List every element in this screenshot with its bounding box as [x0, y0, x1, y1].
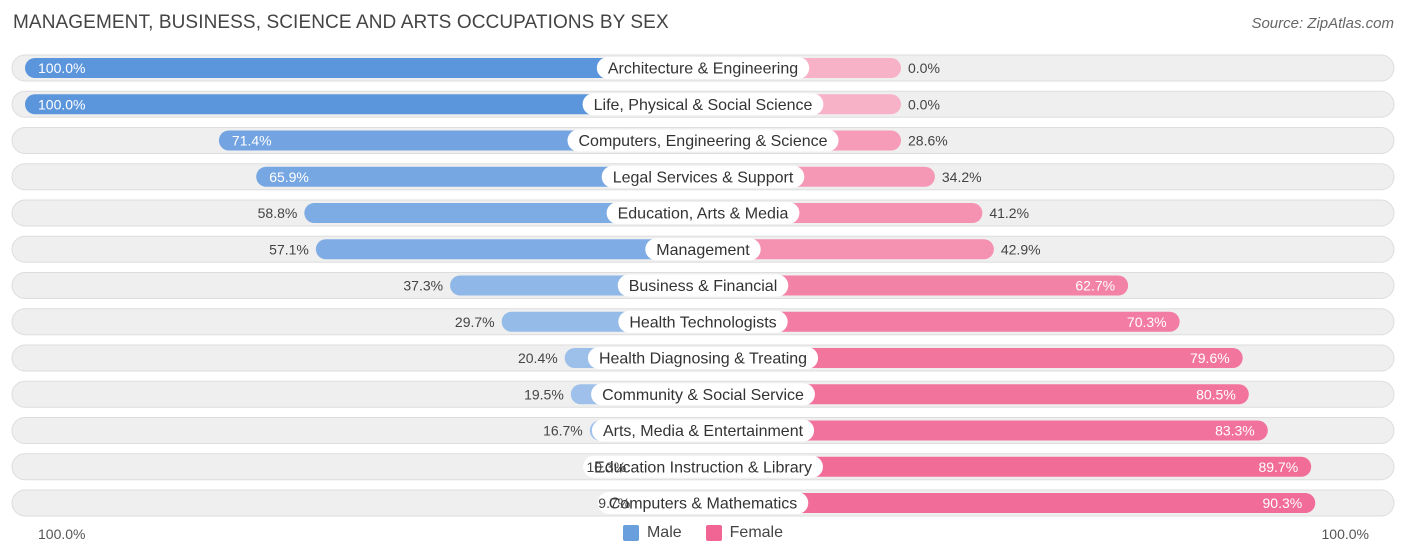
value-label-female: 41.2% [989, 205, 1029, 221]
category-label-background [618, 310, 788, 333]
category-label-background [601, 165, 805, 188]
bar-female [703, 456, 1312, 477]
category-label: Education, Arts & Media [618, 206, 789, 223]
axis-label-left: 100.0% [38, 526, 86, 542]
value-label-female: 28.6% [908, 133, 948, 149]
value-label-female: 34.2% [942, 169, 982, 185]
value-label-male: 10.3% [586, 459, 626, 475]
axis-label-right: 100.0% [1321, 526, 1369, 542]
bar-female [703, 239, 994, 260]
category-label: Life, Physical & Social Science [594, 97, 813, 114]
legend: Male Female [0, 524, 1406, 542]
value-label-female: 70.3% [1127, 314, 1167, 330]
value-label-female: 62.7% [1075, 278, 1115, 294]
value-label-male: 20.4% [518, 350, 558, 366]
bar-female [703, 348, 1243, 368]
legend-item-female[interactable]: Female [705, 524, 784, 542]
chart-row: Legal Services & Support 65.9% 34.2% [11, 163, 1395, 191]
legend-swatch-female [705, 525, 722, 541]
value-label-female: 42.9% [1001, 241, 1041, 257]
category-label-background [645, 238, 761, 261]
chart-title: MANAGEMENT, BUSINESS, SCIENCE AND ARTS O… [13, 12, 669, 33]
bar-male [304, 203, 703, 223]
chart-row: Education, Arts & Media 58.8% 41.2% [11, 199, 1395, 227]
legend-swatch-male [622, 525, 639, 541]
category-label: Arts, Media & Entertainment [603, 423, 804, 440]
value-label-male: 58.8% [258, 205, 298, 221]
value-label-female: 79.6% [1190, 350, 1230, 366]
category-label-background [596, 57, 810, 79]
category-label: Computers, Engineering & Science [578, 133, 827, 150]
category-label-background [617, 274, 789, 297]
chart-row: Computers, Engineering & Science 71.4% 28.… [11, 127, 1395, 154]
value-label-male: 29.7% [455, 314, 495, 330]
value-label-female: 83.3% [1215, 423, 1255, 439]
bar-female [703, 420, 1268, 441]
category-label: Management [656, 242, 750, 259]
chart-row: Community & Social Service 19.5% 80.5% [11, 380, 1395, 408]
value-label-male: 100.0% [38, 60, 85, 76]
category-label-background [606, 202, 800, 224]
chart-row: Business & Financial 37.3% 62.7% [11, 272, 1395, 299]
legend-label-female: Female [729, 524, 784, 541]
value-label-male: 37.3% [403, 278, 443, 294]
category-label-background [587, 347, 819, 369]
value-label-female: 89.7% [1258, 459, 1298, 475]
source-note: Source: ZipAtlas.com [1251, 15, 1394, 32]
chart-row: Life, Physical & Social Science 100.0% 0.0… [11, 90, 1395, 118]
bar-female [703, 384, 1249, 405]
chart-row: Arts, Media & Entertainment 16.7% 83.3% [11, 417, 1395, 444]
value-label-female: 80.5% [1196, 386, 1236, 402]
category-label: Architecture & Engineering [608, 61, 798, 78]
value-label-male: 100.0% [38, 96, 85, 112]
category-label-background [591, 383, 815, 406]
chart-row: Architecture & Engineering 100.0% 0.0% [11, 54, 1395, 82]
category-label: Community & Social Service [602, 387, 804, 404]
legend-item-male[interactable]: Male [622, 524, 682, 542]
value-label-male: 19.5% [524, 386, 564, 402]
value-label-male: 57.1% [269, 241, 309, 257]
category-label: Education Instruction & Library [594, 459, 812, 476]
bar-male [25, 58, 703, 78]
category-label-background [591, 419, 815, 442]
category-label-background [597, 492, 809, 514]
legend-label-male: Male [646, 524, 682, 541]
value-label-female: 90.3% [1263, 495, 1303, 511]
bar-male [315, 239, 703, 260]
value-label-male: 16.7% [543, 423, 583, 439]
value-label-female: 0.0% [908, 96, 940, 112]
value-label-male: 71.4% [232, 133, 272, 149]
category-label: Health Diagnosing & Treating [599, 351, 807, 368]
bar-female [703, 275, 1129, 296]
category-label-background [583, 455, 823, 478]
category-label: Health Technologists [629, 314, 776, 331]
value-label-female: 0.0% [908, 60, 940, 76]
category-label-background [582, 93, 824, 116]
bar-male [25, 94, 703, 115]
bar-female [703, 493, 1316, 513]
bar-male [256, 166, 703, 187]
chart-row: Management 57.1% 42.9% [11, 235, 1395, 263]
bar-female [703, 311, 1180, 332]
category-label-background [567, 129, 839, 152]
category-label: Business & Financial [629, 278, 778, 295]
chart-row: Health Technologists 29.7% 70.3% [11, 308, 1395, 336]
chart-row: Health Diagnosing & Treating 20.4% 79.6% [11, 344, 1395, 372]
category-label: Legal Services & Support [613, 169, 794, 186]
value-label-male: 9.7% [598, 495, 630, 511]
value-label-male: 65.9% [269, 169, 309, 185]
category-label: Computers & Mathematics [609, 496, 798, 513]
